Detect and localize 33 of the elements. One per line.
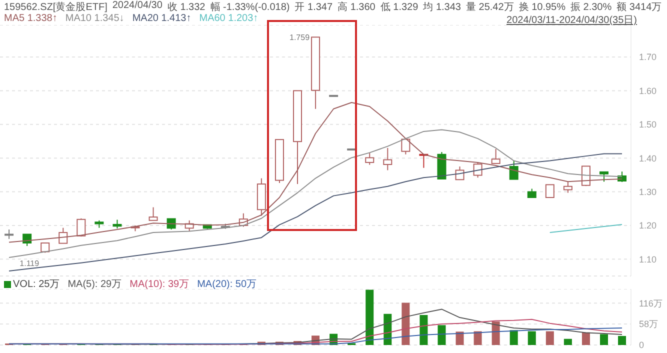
text: MA20 1.413↑: [132, 13, 192, 24]
y-tick-label: 58万: [639, 319, 658, 330]
legend-label: VOL: 25万: [12, 278, 60, 291]
text: 量 25.42万: [466, 1, 514, 13]
text: 低 1.329: [380, 1, 418, 13]
y-tick-label: 1.40: [639, 153, 657, 164]
text: 开 1.347: [294, 1, 333, 13]
text: MA(10): 39万: [130, 278, 190, 291]
text: MA(20): 50万: [197, 278, 257, 291]
y-tick-label: 1.50: [639, 120, 657, 130]
y-tick-label: 1.60: [639, 86, 657, 96]
text: 均 1.343: [423, 1, 461, 13]
text: 振 2.30%: [570, 1, 612, 13]
y-tick-label: 116万: [639, 298, 662, 308]
text: 1.759: [290, 33, 310, 42]
annotation: 2024/03/11-2024/04/30(35日): [506, 14, 637, 27]
y-tick-label: 1.30: [639, 186, 657, 197]
text: 2024/04/30: [112, 0, 162, 13]
text: 换 10.95%: [518, 1, 566, 13]
text: MA(5): 29万: [68, 278, 122, 291]
text: 1.119: [20, 258, 40, 268]
y-tick-label: 1.20: [639, 220, 657, 231]
text: 收 1.332: [167, 1, 206, 13]
y-tick-label: 1.70: [639, 52, 657, 62]
text: 额 3414万: [616, 0, 662, 13]
text: 高 1.360: [338, 0, 376, 13]
text: MA10 1.345↓: [65, 13, 124, 24]
text: MA5 1.338↑: [4, 13, 58, 24]
text: MA60 1.203↑: [199, 13, 258, 24]
text: 幅 -1.33%(-0.018): [210, 1, 290, 13]
y-tick-label: 0: [639, 340, 644, 350]
chart-title: 159562.SZ[黄金股ETF]: [4, 0, 108, 13]
y-tick-label: 1.10: [639, 254, 657, 264]
